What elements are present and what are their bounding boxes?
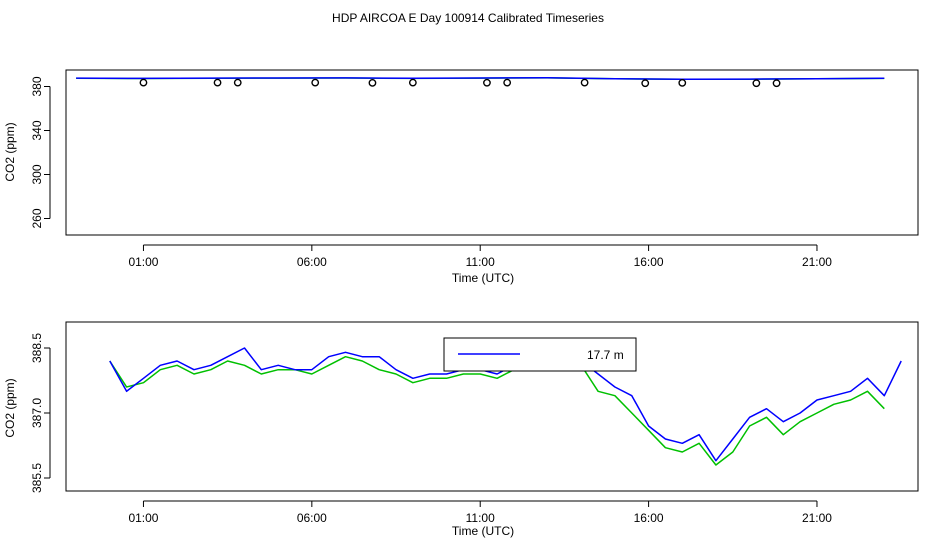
x-tick-label: 16:00 (634, 511, 664, 525)
x-axis-label-bottom: Time (UTC) (452, 524, 514, 538)
y-tick-label: 380 (30, 76, 44, 96)
data-point-top (233, 78, 242, 87)
y-axis-bottom: 385.5 387.0 388.5 (30, 333, 51, 493)
series-line-green-bottom (109, 355, 885, 466)
data-point-top (213, 78, 222, 87)
legend-box (443, 337, 637, 372)
legend-label: 17.7 m (587, 348, 624, 362)
data-point-top (641, 79, 650, 88)
y-axis-label-bottom: CO2 (ppm) (3, 378, 17, 437)
plot-frame-top (65, 69, 919, 236)
data-point-top (580, 78, 589, 87)
x-tick-label: 21:00 (802, 511, 832, 525)
series-line-blue-top (76, 77, 885, 80)
y-axis-label-top: CO2 (ppm) (3, 122, 17, 181)
x-axis-bottom: 01:00 06:00 11:00 16:00 21:00 (128, 500, 832, 525)
data-point-top (503, 78, 512, 87)
legend: 17.7 m (443, 337, 637, 372)
x-tick-label: 01:00 (128, 255, 158, 269)
data-point-top (139, 78, 148, 87)
x-tick-label: 21:00 (802, 255, 832, 269)
x-tick-label: 01:00 (128, 511, 158, 525)
data-point-top (311, 78, 320, 87)
x-tick-label: 11:00 (466, 511, 495, 525)
x-tick-label: 06:00 (297, 255, 327, 269)
panel-top: 260 300 340 380 01:00 06:00 11:00 16:00 21:00 C… (3, 69, 919, 285)
data-point-top (772, 79, 781, 88)
x-tick-label: 06:00 (297, 511, 327, 525)
data-point-top (678, 78, 687, 87)
x-tick-label: 11:00 (466, 255, 495, 269)
x-axis-top: 01:00 06:00 11:00 16:00 21:00 (128, 244, 832, 269)
y-tick-label: 300 (30, 164, 44, 184)
y-tick-label: 260 (30, 208, 44, 228)
data-point-top (368, 78, 377, 87)
data-point-top (752, 79, 761, 88)
x-tick-label: 16:00 (634, 255, 664, 269)
y-axis-top: 260 300 340 380 (30, 76, 51, 229)
series-group-top (76, 77, 885, 88)
plot-frame-bottom (65, 321, 919, 492)
y-tick-label: 385.5 (30, 463, 44, 493)
y-tick-label: 388.5 (30, 333, 44, 363)
data-point-top (408, 78, 417, 87)
x-axis-label-top: Time (UTC) (452, 271, 514, 285)
y-tick-label: 340 (30, 120, 44, 140)
y-tick-label: 387.0 (30, 398, 44, 428)
data-point-top (483, 78, 491, 87)
panel-bottom: 385.5 387.0 388.5 01:00 06:00 11:00 16:00 21:0… (3, 321, 919, 538)
chart-title: HDP AIRCOA E Day 100914 Calibrated Times… (332, 11, 604, 25)
